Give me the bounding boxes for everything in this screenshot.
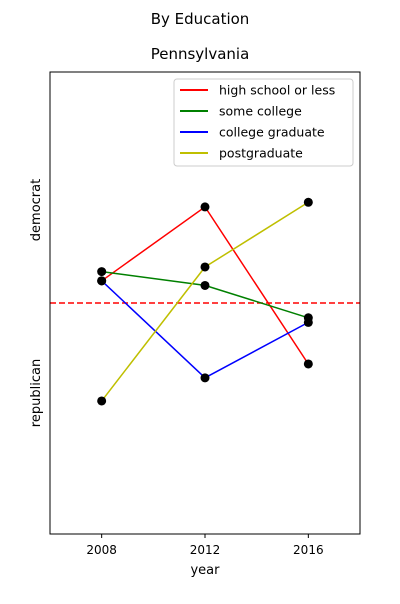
x-axis: 2008 2012 2016 <box>86 534 324 557</box>
legend-label-2: college graduate <box>219 125 325 140</box>
data-point-1-0 <box>97 267 107 277</box>
plot-area <box>50 197 360 406</box>
x-tick-label: 2008 <box>86 543 117 557</box>
series-line-3 <box>101 201 309 402</box>
legend: high school or less some college college g… <box>173 78 354 167</box>
x-tick-label: 2016 <box>293 543 324 557</box>
legend-label-1: some college <box>219 104 302 119</box>
data-point-2-0 <box>97 276 107 286</box>
data-point-2-2 <box>303 317 313 327</box>
chart-suptitle: By Education <box>151 10 250 28</box>
series-line-2 <box>101 280 309 379</box>
x-tick-label: 2012 <box>190 543 221 557</box>
data-point-1-1 <box>200 280 210 290</box>
data-point-3-0 <box>97 396 107 406</box>
y-axis-label-republican: republican <box>29 359 44 427</box>
legend-label-3: postgraduate <box>219 146 303 161</box>
data-point-3-2 <box>303 197 313 207</box>
chart-title: Pennsylvania <box>151 45 250 63</box>
legend-box <box>173 78 354 167</box>
data-point-3-1 <box>200 262 210 272</box>
y-axis-label-democrat: democrat <box>29 179 44 241</box>
data-point-0-2 <box>303 359 313 369</box>
data-point-2-1 <box>200 373 210 383</box>
data-point-0-1 <box>200 202 210 212</box>
legend-label-0: high school or less <box>219 83 335 98</box>
x-axis-label: year <box>190 563 220 578</box>
